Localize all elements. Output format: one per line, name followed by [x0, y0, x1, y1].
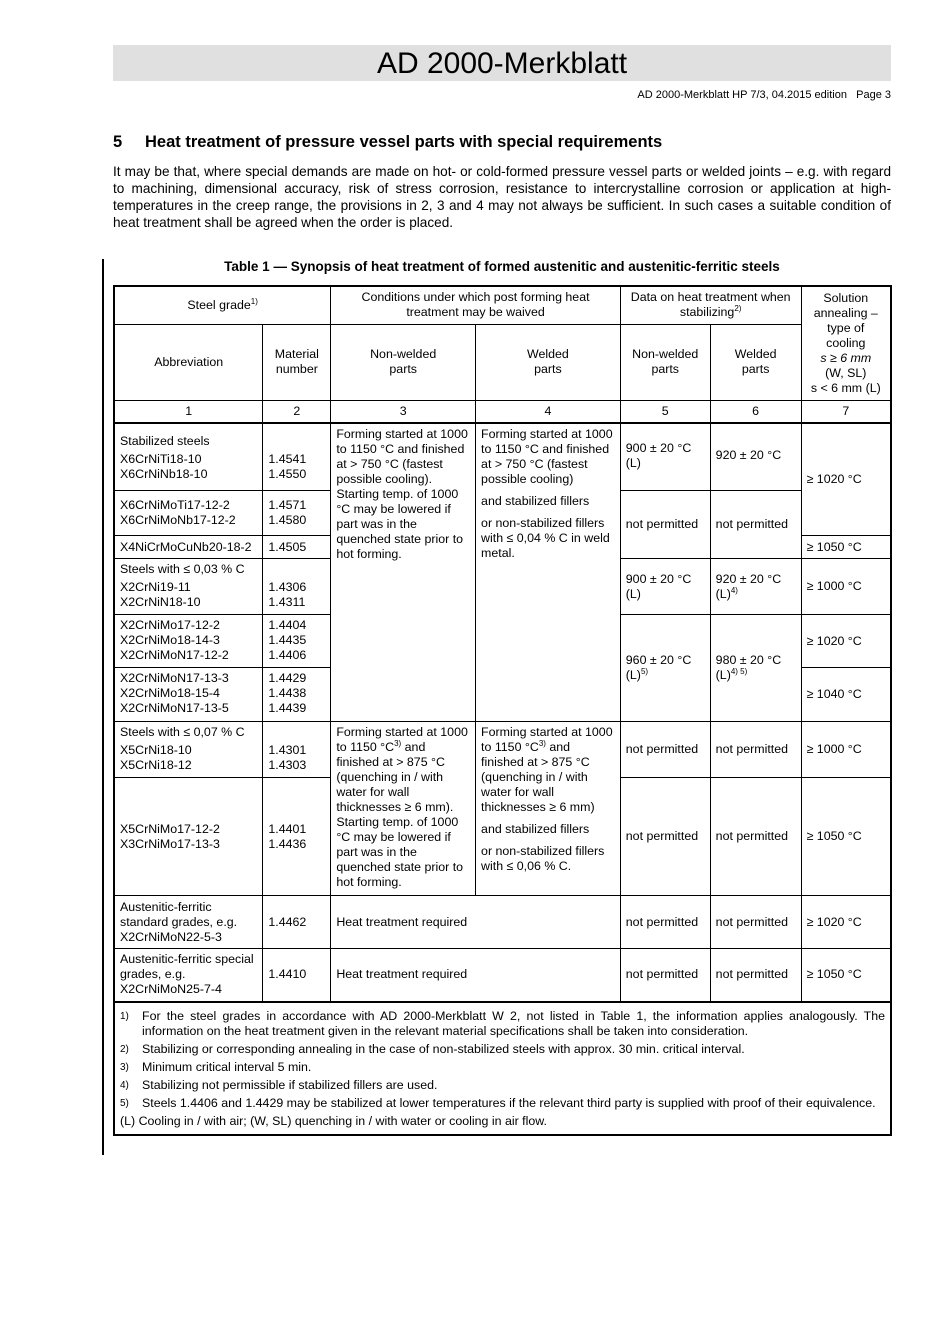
- conditions-cell: Heat treatment required: [330, 895, 621, 949]
- change-bar: [102, 259, 104, 1155]
- heat-treatment-table: Steel grade1) Conditions under which pos…: [113, 285, 892, 1136]
- col-number: 5: [619, 399, 711, 424]
- material-number-cell: 1.4462: [262, 895, 332, 949]
- material-number-cell: 1.4410: [262, 948, 332, 1003]
- welded-conditions-cell: Forming started at 1000 to 1150 °C3) and…: [475, 721, 621, 896]
- stabilizing-welded-cell: not permitted: [709, 721, 802, 778]
- header-welded-4: Welded parts: [475, 323, 621, 401]
- table-row: Austenitic-ferritic special grades, e.g.…: [113, 948, 892, 1003]
- material-number-cell: 1.4306 1.4311: [262, 558, 332, 615]
- table-row: X4NiCrMoCuNb20-18-2 1.4505 ≥ 1050 °C: [113, 535, 892, 559]
- solution-annealing-cell: ≥ 1020 °C: [800, 422, 892, 536]
- header-material-number: Material number: [262, 323, 332, 401]
- footnote: 5) Steels 1.4406 and 1.4429 may be stabil…: [120, 1095, 876, 1110]
- stabilizing-welded-cell: 920 ± 20 °C (L)4): [709, 558, 802, 615]
- abbreviation-cell: X5CrNiMo17-12-2 X3CrNiMo17-13-3: [113, 777, 264, 896]
- header-stabilizing: Data on heat treatment when stabilizing2…: [619, 285, 802, 325]
- non-welded-conditions-cell: Forming started at 1000 to 1150 °C3) and…: [330, 721, 477, 896]
- col-number: 1: [113, 399, 264, 424]
- table-row: X2CrNiMoN17-13-3 X2CrNiMo18-15-4 X2CrNiMoN…: [113, 667, 892, 722]
- abbreviation-cell: X2CrNiMoN17-13-3 X2CrNiMo18-15-4 X2CrNiMoN…: [113, 667, 264, 722]
- table-header-row: Steel grade1) Conditions under which pos…: [113, 285, 892, 401]
- footnotes: 1) For the steel grades in accordance wit…: [113, 1001, 892, 1135]
- footnote: 2) Stabilizing or corresponding annealing…: [120, 1041, 745, 1056]
- solution-annealing-cell: ≥ 1000 °C: [800, 721, 892, 778]
- section-heading: 5 Heat treatment of pressure vessel parts…: [113, 133, 662, 152]
- abbreviation-cell: X4NiCrMoCuNb20-18-2: [113, 535, 264, 559]
- stabilizing-welded-cell: 980 ± 20 °C (L)4) 5): [709, 614, 802, 722]
- stabilizing-non-welded-cell: 900 ± 20 °C (L): [619, 422, 711, 491]
- abbreviation-cell: Steels with ≤ 0,07 % C X5CrNi18-10 X5CrNi1…: [113, 721, 264, 778]
- header-welded-6: Welded parts: [709, 323, 802, 401]
- material-number-cell: 1.4571 1.4580: [262, 490, 332, 536]
- section-number: 5: [113, 133, 123, 151]
- solution-annealing-cell: ≥ 1050 °C: [800, 535, 892, 559]
- welded-conditions-cell: Forming started at 1000 to 1150 °C and f…: [475, 422, 621, 722]
- stabilizing-non-welded-cell: not permitted: [619, 895, 711, 949]
- table-caption: Table 1 — Synopsis of heat treatment of …: [224, 259, 780, 274]
- header-abbreviation: Abbreviation: [113, 323, 264, 401]
- stabilizing-non-welded-cell: 960 ± 20 °C (L)5): [619, 614, 711, 722]
- material-number-cell: 1.4429 1.4438 1.4439: [262, 667, 332, 722]
- solution-annealing-cell: ≥ 1050 °C: [800, 948, 892, 1003]
- stabilizing-welded-cell: not permitted: [709, 777, 802, 896]
- abbreviation-cell: Austenitic-ferritic standard grades, e.g…: [113, 895, 264, 949]
- material-number-cell: 1.4404 1.4435 1.4406: [262, 614, 332, 668]
- abbreviation-cell: Steels with ≤ 0,03 % C X2CrNi19-11 X2CrNiN…: [113, 558, 264, 615]
- material-number-cell: 1.4301 1.4303: [262, 721, 332, 778]
- footnote: 3) Minimum critical interval 5 min.: [120, 1059, 312, 1074]
- solution-annealing-cell: ≥ 1020 °C: [800, 895, 892, 949]
- cooling-legend: (L) Cooling in / with air; (W, SL) quenc…: [120, 1113, 547, 1128]
- document-subtitle: AD 2000-Merkblatt HP 7/3, 04.2015 editio…: [637, 89, 891, 101]
- material-number-cell: 1.4401 1.4436: [262, 777, 332, 896]
- stabilizing-welded-cell: not permitted: [709, 895, 802, 949]
- stabilizing-welded-cell: not permitted: [709, 490, 802, 559]
- footnotes-row: 1) For the steel grades in accordance wit…: [113, 1001, 892, 1135]
- solution-annealing-cell: ≥ 1020 °C: [800, 614, 892, 668]
- footnote: 4) Stabilizing not permissible if stabili…: [120, 1077, 438, 1092]
- table-row: Steels with ≤ 0,03 % C X2CrNi19-11 X2CrNiN…: [113, 558, 892, 615]
- conditions-cell: Heat treatment required: [330, 948, 621, 1003]
- stabilizing-non-welded-cell: not permitted: [619, 721, 711, 778]
- table-row: Austenitic-ferritic standard grades, e.g…: [113, 895, 892, 949]
- solution-annealing-cell: ≥ 1040 °C: [800, 667, 892, 722]
- stabilizing-non-welded-cell: not permitted: [619, 490, 711, 559]
- header-steel-grade: Steel grade1): [113, 285, 332, 325]
- header-non-welded-3: Non-welded parts: [330, 323, 477, 401]
- table-row: X6CrNiMoTi17-12-2 X6CrNiMoNb17-12-2 1.457…: [113, 490, 891, 559]
- col-number: 7: [800, 399, 892, 424]
- material-number-cell: 1.4505: [262, 535, 332, 559]
- section-title: Heat treatment of pressure vessel parts …: [145, 133, 663, 151]
- non-welded-conditions-cell: Forming started at 1000 to 1150 °C and f…: [330, 422, 477, 722]
- stabilizing-non-welded-cell: not permitted: [619, 777, 711, 896]
- stabilizing-welded-cell: not permitted: [709, 948, 802, 1003]
- col-number: 3: [330, 399, 477, 424]
- col-number: 6: [709, 399, 802, 424]
- abbreviation-cell: X6CrNiMoTi17-12-2 X6CrNiMoNb17-12-2: [113, 490, 264, 536]
- abbreviation-cell: X2CrNiMo17-12-2 X2CrNiMo18-14-3 X2CrNiMoN1…: [113, 614, 264, 668]
- header-solution-annealing: Solution annealing – type of cooling s ≥ 6 m…: [800, 285, 892, 401]
- abbreviation-cell: Austenitic-ferritic special grades, e.g.…: [113, 948, 264, 1003]
- material-number-cell: 1.4541 1.4550: [262, 422, 332, 491]
- section-paragraph: It may be that, where special demands ar…: [113, 164, 891, 230]
- stabilizing-non-welded-cell: not permitted: [619, 948, 711, 1003]
- table-subheader-row: Abbreviation Material number Non-welded pa…: [113, 323, 891, 401]
- abbreviation-cell: Stabilized steels X6CrNiTi18-10 X6CrNiNb18…: [113, 422, 264, 491]
- stabilizing-non-welded-cell: 900 ± 20 °C (L): [619, 558, 711, 615]
- header-non-welded-5: Non-welded parts: [619, 323, 711, 401]
- table-row: Stabilized steels X6CrNiTi18-10 X6CrNiNb18…: [113, 422, 892, 722]
- footnote: 1) For the steel grades in accordance wit…: [120, 1008, 885, 1038]
- column-number-row: 1 2 3 4 5 6 7: [113, 399, 892, 424]
- solution-annealing-cell: ≥ 1050 °C: [800, 777, 892, 896]
- header-conditions: Conditions under which post forming heat…: [330, 285, 621, 325]
- table-row: Steels with ≤ 0,07 % C X5CrNi18-10 X5CrNi1…: [113, 721, 892, 896]
- solution-annealing-cell: ≥ 1000 °C: [800, 558, 892, 615]
- document-title: AD 2000-Merkblatt: [113, 45, 891, 81]
- col-number: 2: [262, 399, 332, 424]
- col-number: 4: [475, 399, 621, 424]
- stabilizing-welded-cell: 920 ± 20 °C: [709, 422, 802, 491]
